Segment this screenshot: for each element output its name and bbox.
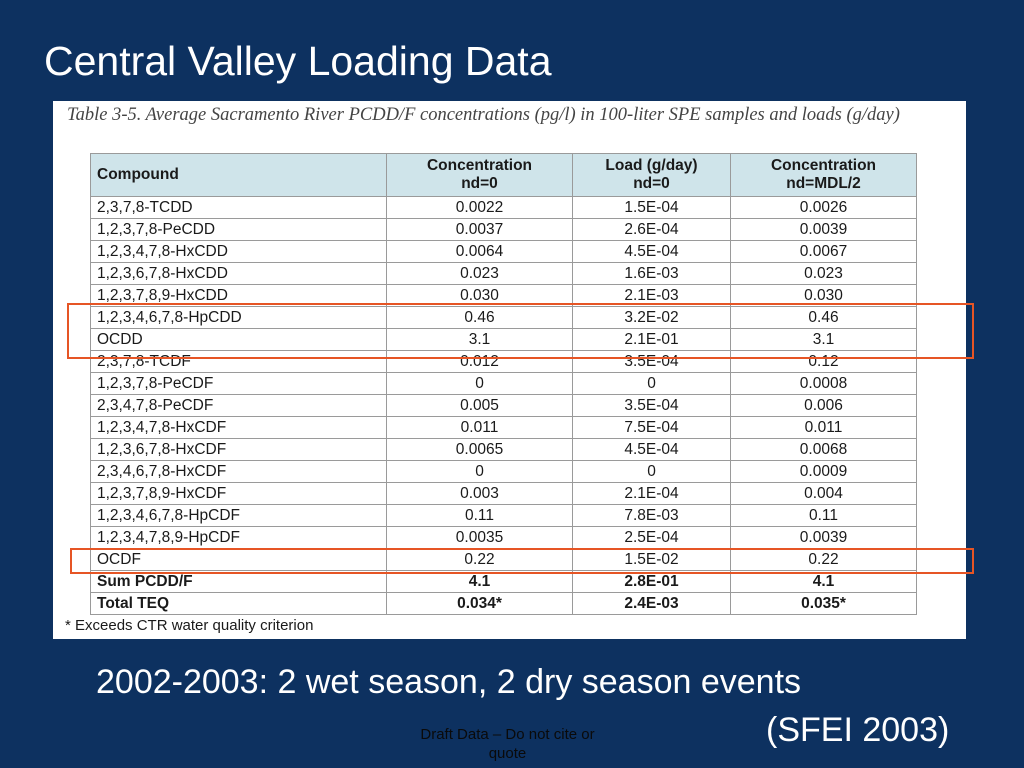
table-row: 1,2,3,4,7,8-HxCDD 0.0064 4.5E-04 0.0067: [90, 240, 917, 263]
compound-cell: 1,2,3,6,7,8-HxCDF: [90, 438, 387, 461]
table-row: 2,3,4,6,7,8-HxCDF 0 0 0.0009: [90, 460, 917, 483]
concentration-mdl-cell: 0.0039: [730, 526, 917, 549]
table-row: 1,2,3,4,7,8-HxCDF 0.011 7.5E-04 0.011: [90, 416, 917, 439]
concentration-nd0-cell: 0.0065: [386, 438, 573, 461]
draft-notice: Draft Data – Do not cite or quote: [420, 726, 595, 762]
table-row: 1,2,3,4,6,7,8-HpCDF 0.11 7.8E-03 0.11: [90, 504, 917, 527]
header-load-nd0: Load (g/day) nd=0: [572, 153, 731, 197]
table-row: 1,2,3,6,7,8-HxCDD 0.023 1.6E-03 0.023: [90, 262, 917, 285]
concentration-mdl-cell: 0.023: [730, 262, 917, 285]
table-header-row: Compound Concentration nd=0 Load (g/day) n…: [90, 153, 917, 197]
concentration-nd0-cell: 0.0064: [386, 240, 573, 263]
concentration-nd0-cell: 0.023: [386, 262, 573, 285]
table-row: OCDF 0.22 1.5E-02 0.22: [90, 548, 917, 571]
compound-cell: 1,2,3,4,7,8-HxCDF: [90, 416, 387, 439]
source-citation: (SFEI 2003): [766, 711, 950, 749]
load-cell: 3.5E-04: [572, 394, 731, 417]
header-concentration-nd0: Concentration nd=0: [386, 153, 573, 197]
concentration-nd0-cell: 0.011: [386, 416, 573, 439]
load-cell: 1.5E-04: [572, 196, 731, 219]
concentration-nd0-cell: 0: [386, 460, 573, 483]
load-cell: 0: [572, 372, 731, 395]
concentration-mdl-cell: 0.0026: [730, 196, 917, 219]
compound-cell: 1,2,3,7,8-PeCDD: [90, 218, 387, 241]
table-body: 2,3,7,8-TCDD 0.0022 1.5E-04 0.0026 1,2,3,7,8…: [90, 196, 917, 615]
summary-row: Sum PCDD/F 4.1 2.8E-01 4.1: [90, 570, 917, 593]
load-cell: 1.6E-03: [572, 262, 731, 285]
concentration-nd0-cell: 0.0037: [386, 218, 573, 241]
concentration-nd0-cell: 0.034*: [386, 592, 573, 615]
compound-cell: 2,3,7,8-TCDD: [90, 196, 387, 219]
concentration-nd0-cell: 0: [386, 372, 573, 395]
compound-cell: 1,2,3,7,8-PeCDF: [90, 372, 387, 395]
concentration-mdl-cell: 0.0068: [730, 438, 917, 461]
load-cell: 3.2E-02: [572, 306, 731, 329]
summary-row: Total TEQ 0.034* 2.4E-03 0.035*: [90, 592, 917, 615]
compound-cell: 1,2,3,6,7,8-HxCDD: [90, 262, 387, 285]
table-caption: Table 3-5. Average Sacramento River PCDD…: [67, 105, 900, 125]
table-row: 1,2,3,4,6,7,8-HpCDD 0.46 3.2E-02 0.46: [90, 306, 917, 329]
compound-cell: 2,3,4,7,8-PeCDF: [90, 394, 387, 417]
compound-cell: Total TEQ: [90, 592, 387, 615]
concentration-nd0-cell: 0.11: [386, 504, 573, 527]
concentration-nd0-cell: 0.46: [386, 306, 573, 329]
highlight-box-ocdf: [70, 548, 974, 574]
concentration-mdl-cell: 0.0067: [730, 240, 917, 263]
concentration-mdl-cell: 0.0039: [730, 218, 917, 241]
table-row: 1,2,3,6,7,8-HxCDF 0.0065 4.5E-04 0.0068: [90, 438, 917, 461]
slide-title: Central Valley Loading Data: [44, 38, 552, 84]
concentration-nd0-cell: 0.003: [386, 482, 573, 505]
concentration-mdl-cell: 0.0009: [730, 460, 917, 483]
table-footnote: * Exceeds CTR water quality criterion: [65, 617, 314, 634]
table-row: 1,2,3,4,7,8,9-HpCDF 0.0035 2.5E-04 0.0039: [90, 526, 917, 549]
load-cell: 2.4E-03: [572, 592, 731, 615]
table-row: 2,3,4,7,8-PeCDF 0.005 3.5E-04 0.006: [90, 394, 917, 417]
table-row: 1,2,3,7,8-PeCDF 0 0 0.0008: [90, 372, 917, 395]
compound-cell: 1,2,3,4,6,7,8-HpCDD: [90, 306, 387, 329]
concentration-mdl-cell: 0.004: [730, 482, 917, 505]
concentration-nd0-cell: 0.005: [386, 394, 573, 417]
table-row: 1,2,3,7,8,9-HxCDD 0.030 2.1E-03 0.030: [90, 284, 917, 307]
concentration-nd0-cell: 0.0022: [386, 196, 573, 219]
compound-cell: 1,2,3,4,7,8-HxCDD: [90, 240, 387, 263]
load-cell: 7.5E-04: [572, 416, 731, 439]
table-figure: Table 3-5. Average Sacramento River PCDD…: [53, 101, 966, 639]
table-row: 2,3,7,8-TCDD 0.0022 1.5E-04 0.0026: [90, 196, 917, 219]
load-cell: 2.5E-04: [572, 526, 731, 549]
load-cell: 4.5E-04: [572, 438, 731, 461]
concentration-mdl-cell: 0.0008: [730, 372, 917, 395]
table-row: 1,2,3,7,8,9-HxCDF 0.003 2.1E-04 0.004: [90, 482, 917, 505]
concentration-mdl-cell: 0.030: [730, 284, 917, 307]
load-cell: 2.1E-04: [572, 482, 731, 505]
compound-cell: 2,3,4,6,7,8-HxCDF: [90, 460, 387, 483]
concentration-mdl-cell: 0.006: [730, 394, 917, 417]
slide-subtitle: 2002-2003: 2 wet season, 2 dry season ev…: [96, 663, 802, 701]
concentration-mdl-cell: 0.11: [730, 504, 917, 527]
load-cell: 2.6E-04: [572, 218, 731, 241]
compound-cell: 1,2,3,4,6,7,8-HpCDF: [90, 504, 387, 527]
load-cell: 0: [572, 460, 731, 483]
header-compound: Compound: [90, 153, 387, 197]
concentration-nd0-cell: 0.0035: [386, 526, 573, 549]
load-cell: 4.5E-04: [572, 240, 731, 263]
header-concentration-mdl: Concentration nd=MDL/2: [730, 153, 917, 197]
compound-cell: 1,2,3,7,8,9-HxCDF: [90, 482, 387, 505]
table-row: 1,2,3,7,8-PeCDD 0.0037 2.6E-04 0.0039: [90, 218, 917, 241]
concentration-mdl-cell: 0.011: [730, 416, 917, 439]
compound-cell: OCDF: [90, 548, 387, 571]
load-cell: 7.8E-03: [572, 504, 731, 527]
concentration-table: Compound Concentration nd=0 Load (g/day) n…: [90, 153, 917, 615]
concentration-mdl-cell: 0.035*: [730, 592, 917, 615]
load-cell: 2.1E-03: [572, 284, 731, 307]
highlight-box-pcdd: [67, 303, 974, 359]
compound-cell: 1,2,3,4,7,8,9-HpCDF: [90, 526, 387, 549]
